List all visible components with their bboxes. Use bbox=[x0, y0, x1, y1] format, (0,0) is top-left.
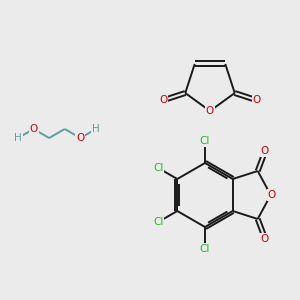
Text: O: O bbox=[159, 95, 167, 105]
Text: Cl: Cl bbox=[200, 244, 210, 254]
Text: O: O bbox=[261, 146, 269, 156]
Text: Cl: Cl bbox=[153, 163, 164, 173]
Text: O: O bbox=[253, 95, 261, 105]
Text: Cl: Cl bbox=[200, 136, 210, 146]
Text: H: H bbox=[92, 124, 100, 134]
Text: O: O bbox=[206, 106, 214, 116]
Text: O: O bbox=[261, 234, 269, 244]
Text: O: O bbox=[29, 124, 38, 134]
Text: Cl: Cl bbox=[153, 217, 164, 227]
Text: H: H bbox=[14, 133, 22, 143]
Text: O: O bbox=[76, 133, 85, 143]
Text: O: O bbox=[268, 190, 276, 200]
